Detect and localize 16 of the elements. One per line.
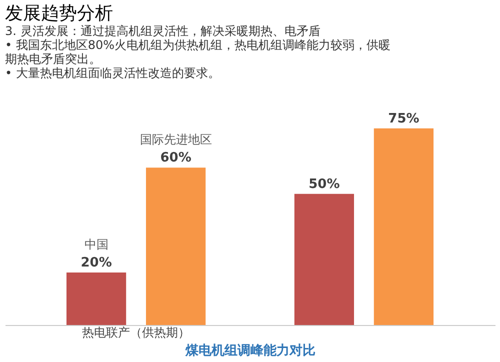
data-label: 50% <box>308 176 340 192</box>
data-label: 20% <box>80 256 112 271</box>
text: • 大量热电机组面临灵活性改造的要求。 <box>5 66 220 80</box>
data-label: 75% <box>388 111 420 126</box>
series-label: 国际先进地区 <box>140 132 212 147</box>
bar <box>146 168 206 325</box>
bar <box>294 194 354 325</box>
series-label: 中国 <box>84 238 108 252</box>
chart-title: 发展趋势分析 <box>5 3 113 24</box>
bar <box>374 128 434 325</box>
chart-subtitle: 3. 灵活发展：通过提高机组灵活性，解决采暖期热、电矛盾 <box>5 24 320 38</box>
x-axis-title: 煤电机组调峰能力对比 <box>184 342 316 358</box>
text: • 我国东北地区80%火电机组为供热机组，热电机组调峰能力较弱，供暖期热电矛盾突出。 <box>5 38 391 66</box>
x-tick-label: 热电联产（供热期） <box>82 326 190 340</box>
data-label: 60% <box>160 150 192 166</box>
bar <box>66 272 126 325</box>
